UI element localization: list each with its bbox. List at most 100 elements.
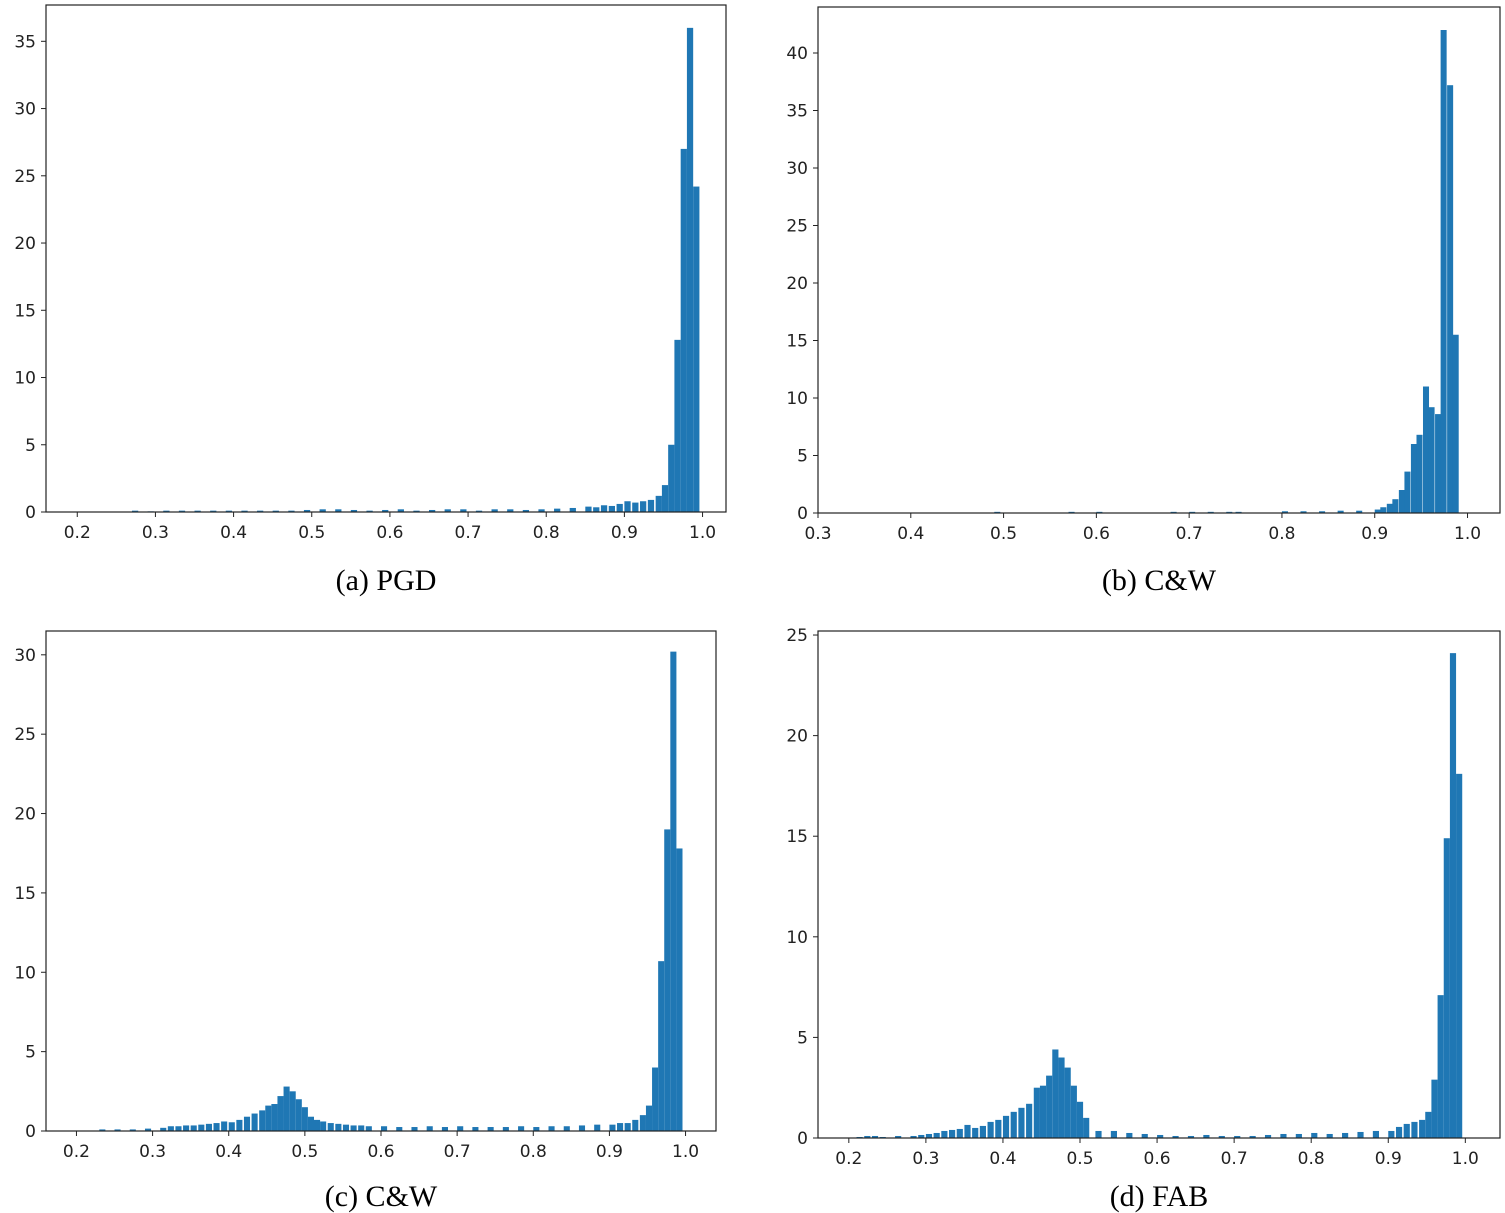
histogram-bar [441, 1127, 448, 1131]
histogram-bar [444, 509, 451, 512]
histogram-bar [522, 509, 530, 512]
histogram-bar [600, 505, 608, 512]
histogram-bar [327, 1123, 334, 1131]
histogram-bar [1411, 1121, 1418, 1138]
histogram-bar [335, 509, 342, 512]
histogram-bar [1404, 471, 1411, 513]
histogram-bar [593, 507, 600, 512]
histogram-bar [1052, 1049, 1059, 1138]
histogram-bar [303, 509, 311, 512]
histogram-bar [144, 1128, 152, 1131]
histogram-bar [175, 1126, 182, 1131]
chart-panel-a: 0.2 0.3 0.4 0.5 0.6 0.7 0.8 0.9 1.0 0 5 10 15 20 25 30 3… [14, 4, 727, 597]
histogram-bar [289, 1091, 296, 1131]
y-tick-label: 10 [14, 963, 36, 983]
histogram-bar [225, 510, 233, 512]
histogram-bar [507, 509, 514, 512]
histogram-bar [129, 1129, 136, 1131]
panel-caption: (b) C&W [1102, 564, 1217, 597]
histogram-bar [1141, 1133, 1148, 1138]
y-tick-label: 35 [786, 102, 808, 122]
histogram-bar [295, 1099, 302, 1131]
x-tick-label: 0.7 [444, 1142, 471, 1162]
x-tick-label: 0.3 [804, 524, 831, 544]
histogram-bar [502, 1127, 509, 1131]
x-tick-label: 0.4 [989, 1149, 1016, 1169]
x-tick-label: 0.4 [215, 1142, 242, 1162]
x-tick-label: 1.0 [1452, 1149, 1479, 1169]
histogram-bar [1076, 1101, 1084, 1138]
histogram-bar [533, 1127, 540, 1131]
x-tick-label: 0.6 [367, 1142, 394, 1162]
axes-frame [817, 6, 1501, 514]
y-tick-label: 30 [786, 159, 808, 179]
x-tick-label: 0.7 [1176, 524, 1203, 544]
histogram-bar [178, 510, 186, 512]
histogram-bar [676, 848, 683, 1131]
histogram-bar [301, 1107, 308, 1131]
histogram-bar [609, 1124, 616, 1131]
y-tick-label: 0 [25, 503, 36, 523]
histogram-bar [925, 1133, 933, 1138]
histogram-bar [1070, 1085, 1077, 1138]
x-tick-label: 0.4 [897, 524, 924, 544]
histogram-bar [1440, 30, 1447, 513]
y-tick-label: 35 [14, 32, 36, 52]
histogram-bar [381, 1126, 388, 1131]
histogram-bar [114, 1129, 121, 1131]
histogram-bar [1033, 1087, 1040, 1138]
histogram-bar [382, 509, 389, 512]
y-tick-label: 25 [786, 626, 808, 646]
y-tick-label: 20 [786, 274, 808, 294]
y-tick-label: 0 [797, 504, 808, 524]
histogram-bar [1295, 1133, 1302, 1138]
histogram-bar [1300, 511, 1307, 513]
axes-frame [45, 4, 727, 513]
histogram-bar [585, 506, 592, 512]
y-tick-label: 15 [14, 301, 36, 321]
histogram-bar [1026, 1103, 1033, 1138]
histogram-bar [1452, 334, 1459, 513]
histogram-bar [257, 510, 264, 512]
histogram-bar [1395, 1126, 1403, 1138]
histogram-bar [1431, 1079, 1438, 1138]
histogram-bar [871, 1135, 879, 1138]
histogram-bar [658, 961, 665, 1131]
histogram-bar [413, 510, 420, 512]
x-tick-label: 0.2 [64, 523, 91, 543]
histogram-bar [283, 1086, 290, 1131]
histogram-bar [1058, 1057, 1065, 1138]
histogram-bar [228, 1122, 235, 1131]
x-tick-label: 1.0 [689, 523, 716, 543]
histogram-bar [265, 1105, 272, 1131]
histogram-bar [366, 510, 373, 512]
histogram-bar [895, 1135, 902, 1138]
histogram-bar [243, 1116, 251, 1131]
histogram-bar [1428, 407, 1435, 513]
histogram-bar [475, 510, 483, 512]
histogram-bar [548, 1126, 555, 1131]
histogram-bar [554, 508, 561, 512]
y-tick-label: 25 [14, 725, 36, 745]
histogram-bar [1435, 414, 1442, 513]
histogram-bar [428, 509, 436, 512]
y-tick-label: 15 [14, 884, 36, 904]
histogram-bar [1095, 1130, 1102, 1138]
histogram-bar [1356, 510, 1363, 513]
histogram-bar [686, 27, 694, 513]
y-tick-label: 20 [14, 234, 36, 254]
chart-panel-b: 0.3 0.4 0.5 0.6 0.7 0.8 0.9 1.0 0 5 10 15 20 25 30 35 40… [786, 6, 1501, 597]
x-tick-label: 0.8 [1298, 1149, 1325, 1169]
y-tick-label: 25 [14, 167, 36, 187]
histogram-bar [1437, 995, 1444, 1138]
histogram-bar [578, 1125, 586, 1131]
histogram-bar [864, 1135, 871, 1138]
histogram-bar [956, 1128, 963, 1138]
histogram-bar [933, 1132, 940, 1138]
histogram-bar [194, 510, 201, 512]
histogram-bar [1281, 511, 1288, 513]
histogram-bar [569, 507, 576, 512]
histogram-bar [639, 1115, 646, 1131]
histogram-bar [1380, 507, 1387, 513]
histogram-bar [1203, 1134, 1210, 1138]
